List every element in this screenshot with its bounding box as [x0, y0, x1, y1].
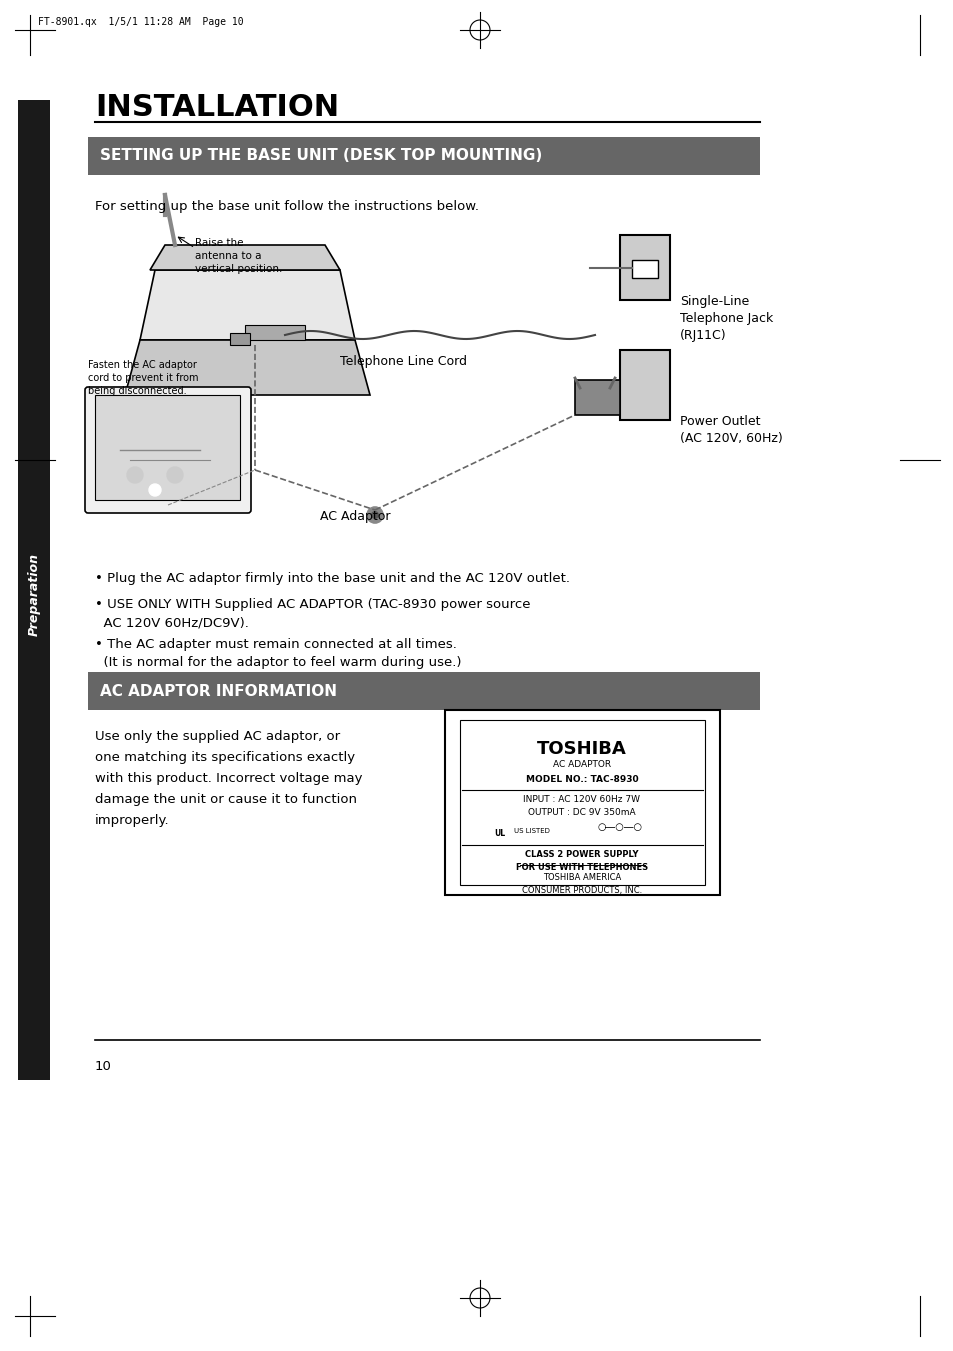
Text: INPUT : AC 120V 60Hz 7W: INPUT : AC 120V 60Hz 7W [523, 794, 639, 804]
FancyBboxPatch shape [245, 326, 305, 340]
Circle shape [167, 467, 183, 484]
Text: • Plug the AC adaptor firmly into the base unit and the AC 120V outlet.: • Plug the AC adaptor firmly into the ba… [95, 571, 569, 585]
FancyBboxPatch shape [85, 386, 251, 513]
Text: Power Outlet
(AC 120V, 60Hz): Power Outlet (AC 120V, 60Hz) [679, 415, 781, 444]
Text: US LISTED: US LISTED [514, 828, 549, 834]
FancyBboxPatch shape [619, 235, 669, 300]
Text: • The AC adapter must remain connected at all times.
  (It is normal for the ada: • The AC adapter must remain connected a… [95, 638, 461, 669]
Polygon shape [150, 245, 339, 270]
FancyBboxPatch shape [88, 136, 760, 176]
Text: UL: UL [494, 828, 505, 838]
Text: CLASS 2 POWER SUPPLY
FOR USE WITH TELEPHONES: CLASS 2 POWER SUPPLY FOR USE WITH TELEPH… [516, 850, 647, 871]
Circle shape [488, 817, 512, 842]
FancyBboxPatch shape [230, 332, 250, 345]
Text: ○―○―○: ○―○―○ [597, 821, 641, 832]
Text: INSTALLATION: INSTALLATION [95, 93, 338, 123]
Text: For setting up the base unit follow the instructions below.: For setting up the base unit follow the … [95, 200, 478, 213]
Polygon shape [140, 270, 355, 340]
FancyBboxPatch shape [88, 671, 760, 711]
FancyBboxPatch shape [619, 350, 669, 420]
Text: Single-Line
Telephone Jack
(RJ11C): Single-Line Telephone Jack (RJ11C) [679, 295, 773, 342]
Polygon shape [125, 340, 370, 394]
Text: AC ADAPTOR: AC ADAPTOR [553, 761, 611, 769]
Text: AC ADAPTOR INFORMATION: AC ADAPTOR INFORMATION [100, 684, 336, 698]
Text: 10: 10 [95, 1061, 112, 1073]
Text: Telephone Line Cord: Telephone Line Cord [339, 355, 467, 367]
Text: TOSHIBA AMERICA
CONSUMER PRODUCTS, INC.: TOSHIBA AMERICA CONSUMER PRODUCTS, INC. [521, 873, 641, 894]
Circle shape [149, 484, 161, 496]
Text: Raise the
antenna to a
vertical position.: Raise the antenna to a vertical position… [194, 238, 282, 274]
FancyBboxPatch shape [459, 720, 704, 885]
FancyBboxPatch shape [575, 380, 619, 415]
Circle shape [371, 511, 378, 519]
FancyBboxPatch shape [95, 394, 240, 500]
Text: SETTING UP THE BASE UNIT (DESK TOP MOUNTING): SETTING UP THE BASE UNIT (DESK TOP MOUNT… [100, 149, 541, 163]
FancyBboxPatch shape [444, 711, 720, 894]
Text: OUTPUT : DC 9V 350mA: OUTPUT : DC 9V 350mA [528, 808, 635, 817]
Text: FT-8901.qx  1/5/1 11:28 AM  Page 10: FT-8901.qx 1/5/1 11:28 AM Page 10 [38, 18, 243, 27]
Text: AC Adaptor: AC Adaptor [319, 509, 390, 523]
Text: Fasten the AC adaptor
cord to prevent it from
being disconnected.: Fasten the AC adaptor cord to prevent it… [88, 359, 198, 396]
Text: TOSHIBA: TOSHIBA [537, 740, 626, 758]
FancyBboxPatch shape [631, 259, 658, 278]
Text: • USE ONLY WITH Supplied AC ADAPTOR (TAC-8930 power source
  AC 120V 60Hz/DC9V).: • USE ONLY WITH Supplied AC ADAPTOR (TAC… [95, 598, 530, 630]
Circle shape [127, 467, 143, 484]
FancyBboxPatch shape [18, 100, 50, 1079]
Text: Preparation: Preparation [28, 554, 40, 636]
Text: Use only the supplied AC adaptor, or
one matching its specifications exactly
wit: Use only the supplied AC adaptor, or one… [95, 730, 362, 827]
Text: MODEL NO.: TAC-8930: MODEL NO.: TAC-8930 [525, 775, 638, 784]
Circle shape [367, 507, 382, 523]
